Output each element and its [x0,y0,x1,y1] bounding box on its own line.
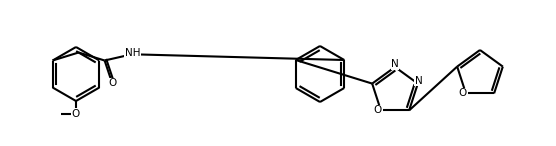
Text: NH: NH [125,47,140,58]
Text: O: O [374,105,382,115]
Text: N: N [391,59,399,69]
Text: O: O [108,79,117,88]
Text: O: O [72,109,80,119]
Text: N: N [415,76,423,86]
Text: O: O [459,88,467,98]
